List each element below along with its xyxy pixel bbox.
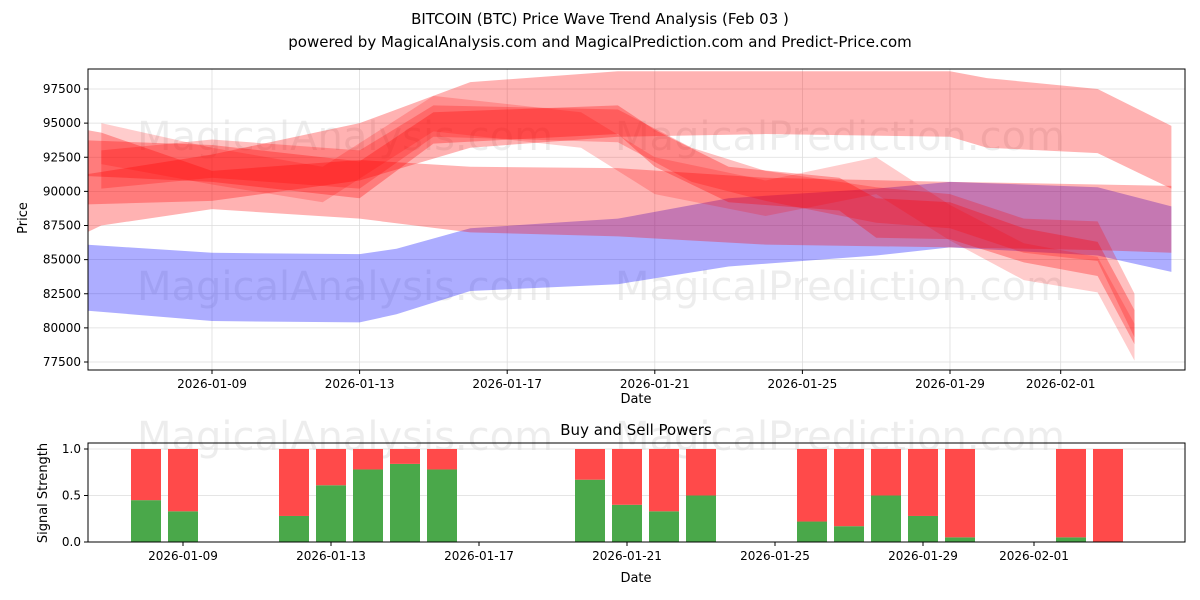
bottom-x-tick-label: 2026-01-17	[444, 549, 514, 563]
watermark-text: MagicalPrediction.com	[615, 114, 1065, 160]
bottom-y-tick-label: 0.0	[62, 535, 81, 549]
bottom-y-tick-label: 0.5	[62, 489, 81, 503]
top-y-tick-label: 77500	[43, 355, 81, 369]
top-y-tick-label: 80000	[43, 321, 81, 335]
sell-bar	[686, 449, 716, 496]
buy-bar	[168, 511, 198, 542]
watermark-text: MagicalAnalysis.com	[137, 264, 553, 310]
buy-bar	[945, 537, 975, 542]
sell-bar	[390, 449, 420, 464]
top-y-tick-label: 90000	[43, 184, 81, 198]
sell-bar	[834, 449, 864, 527]
chart-title: BITCOIN (BTC) Price Wave Trend Analysis …	[411, 10, 789, 28]
top-y-tick-label: 87500	[43, 219, 81, 233]
top-x-tick-label: 2026-01-29	[915, 377, 985, 391]
buy-bar	[1056, 537, 1086, 542]
top-x-label: Date	[620, 392, 651, 407]
sell-bar	[1093, 449, 1123, 542]
red-wave-2	[101, 105, 1135, 338]
sell-bar	[797, 449, 827, 522]
red-wave-1	[88, 105, 1135, 345]
sell-bar	[316, 449, 346, 486]
sell-bar	[612, 449, 642, 505]
buy-bar	[427, 469, 457, 542]
bands-group	[88, 71, 1172, 361]
top-axes-frame	[87, 68, 1186, 371]
top-x-tick-label: 2026-02-01	[1026, 377, 1096, 391]
buy-bar	[649, 511, 679, 542]
bottom-y-tick-label: 1.0	[62, 442, 81, 456]
red-wave-3	[101, 95, 1135, 361]
sell-bar	[1056, 449, 1086, 538]
top-y-tick-label: 97500	[43, 82, 81, 96]
bottom-x-label: Date	[620, 571, 651, 586]
sell-bar	[427, 449, 457, 470]
red-band-lower	[88, 130, 1172, 253]
top-x-tick-label: 2026-01-21	[620, 377, 690, 391]
bottom-x-tick-label: 2026-01-21	[592, 549, 662, 563]
buy-bar	[612, 504, 642, 542]
bottom-x-tick-label: 2026-02-01	[999, 549, 1069, 563]
top-x-tick-label: 2026-01-17	[472, 377, 542, 391]
buy-bar	[908, 515, 938, 542]
top-y-tick-label: 95000	[43, 116, 81, 130]
bottom-x-tick-label: 2026-01-29	[888, 549, 958, 563]
buy-bar	[279, 515, 309, 542]
buy-bar	[686, 495, 716, 542]
bottom-chart-title: Buy and Sell Powers	[560, 421, 712, 439]
buy-bar	[390, 463, 420, 542]
top-x-tick-label: 2026-01-13	[325, 377, 395, 391]
bottom-axes-frame	[87, 442, 1186, 543]
top-y-tick-label: 82500	[43, 287, 81, 301]
sell-bar	[945, 449, 975, 538]
watermark-text: MagicalAnalysis.com	[137, 114, 553, 160]
sell-bar	[575, 449, 605, 480]
buy-bar	[575, 479, 605, 542]
red-band-upper	[88, 71, 1172, 205]
buy-bar	[316, 485, 346, 542]
buy-bar	[797, 521, 827, 542]
bottom-y-label: Signal Strength	[36, 443, 51, 543]
sell-bar	[871, 449, 901, 496]
buy-bar	[353, 469, 383, 542]
bottom-x-tick-label: 2026-01-09	[148, 549, 218, 563]
sell-bar	[353, 449, 383, 470]
sell-bar	[908, 449, 938, 516]
buy-bar	[834, 526, 864, 542]
bottom-x-tick-label: 2026-01-13	[296, 549, 366, 563]
top-plot-area	[88, 69, 1185, 370]
chart-subtitle: powered by MagicalAnalysis.com and Magic…	[288, 33, 912, 51]
watermark-text: MagicalPrediction.com	[615, 264, 1065, 310]
top-y-tick-label: 85000	[43, 253, 81, 267]
bottom-x-tick-label: 2026-01-25	[740, 549, 810, 563]
buy-bar	[131, 500, 161, 542]
top-x-tick-label: 2026-01-09	[177, 377, 247, 391]
blue-band	[88, 181, 1172, 323]
sell-bar	[279, 449, 309, 516]
top-y-label: Price	[16, 202, 31, 234]
top-x-tick-label: 2026-01-25	[768, 377, 838, 391]
top-y-tick-label: 92500	[43, 150, 81, 164]
sell-bar	[168, 449, 198, 512]
sell-bar	[649, 449, 679, 512]
buy-bar	[871, 495, 901, 542]
sell-bar	[131, 449, 161, 501]
